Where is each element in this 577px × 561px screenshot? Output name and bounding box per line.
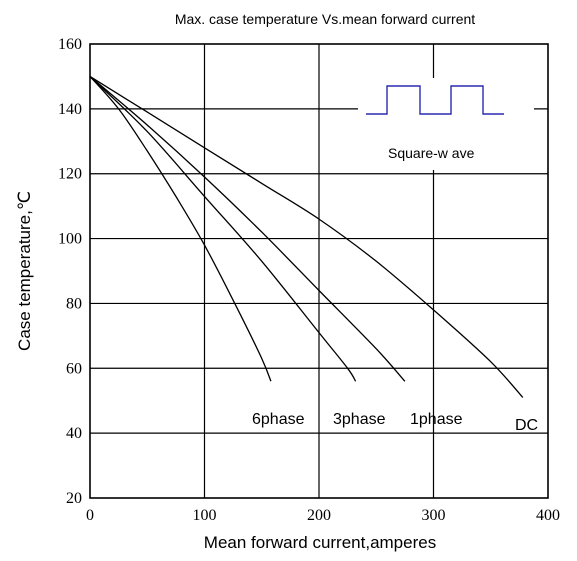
series-label-dc: DC	[515, 417, 538, 434]
series-labels: 6phase 3phase 1phase DC	[252, 411, 538, 434]
x-tick-label: 100	[193, 507, 217, 524]
inset-label: Square-w ave	[388, 145, 475, 161]
x-tick-label: 300	[422, 507, 446, 524]
y-tick-label: 140	[58, 101, 82, 118]
series-line-6phase	[89, 75, 272, 382]
series-line-3phase	[89, 75, 357, 382]
series-label-1phase: 1phase	[410, 411, 463, 428]
x-tick-labels: 0 100 200 300 400	[86, 507, 560, 524]
series-label-6phase: 6phase	[252, 411, 305, 428]
y-tick-label: 20	[66, 490, 82, 507]
y-axis-label: Case temperature,℃	[15, 191, 34, 351]
x-tick-label: 200	[307, 507, 331, 524]
square-wave-icon	[366, 85, 504, 115]
y-tick-label: 120	[58, 166, 82, 183]
x-tick-label: 0	[86, 507, 94, 524]
y-tick-label: 40	[66, 425, 82, 442]
series-line-1phase	[89, 75, 406, 382]
y-tick-labels: 20 40 60 80 100 120 140 160	[58, 36, 82, 507]
y-tick-label: 60	[66, 360, 82, 377]
plot-frame	[89, 43, 549, 499]
x-tick-label: 400	[536, 507, 560, 524]
chart-title: Max. case temperature Vs.mean forward cu…	[175, 11, 475, 27]
y-tick-label: 160	[58, 36, 82, 53]
series-label-3phase: 3phase	[333, 411, 386, 428]
curves	[89, 75, 524, 398]
series-line-dc	[89, 75, 524, 398]
y-tick-label: 100	[58, 231, 82, 248]
x-axis-label: Mean forward current,amperes	[204, 533, 436, 552]
y-tick-label: 80	[66, 295, 82, 312]
